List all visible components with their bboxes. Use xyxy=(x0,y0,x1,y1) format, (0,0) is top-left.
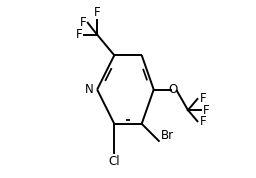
Text: F: F xyxy=(199,92,206,105)
Text: F: F xyxy=(76,28,83,41)
Text: F: F xyxy=(203,104,209,117)
Text: F: F xyxy=(79,16,86,29)
Text: Br: Br xyxy=(161,129,174,142)
Text: Cl: Cl xyxy=(109,155,120,168)
Text: F: F xyxy=(199,115,206,128)
Text: O: O xyxy=(168,83,177,96)
Text: N: N xyxy=(85,83,93,96)
Text: F: F xyxy=(94,6,100,19)
